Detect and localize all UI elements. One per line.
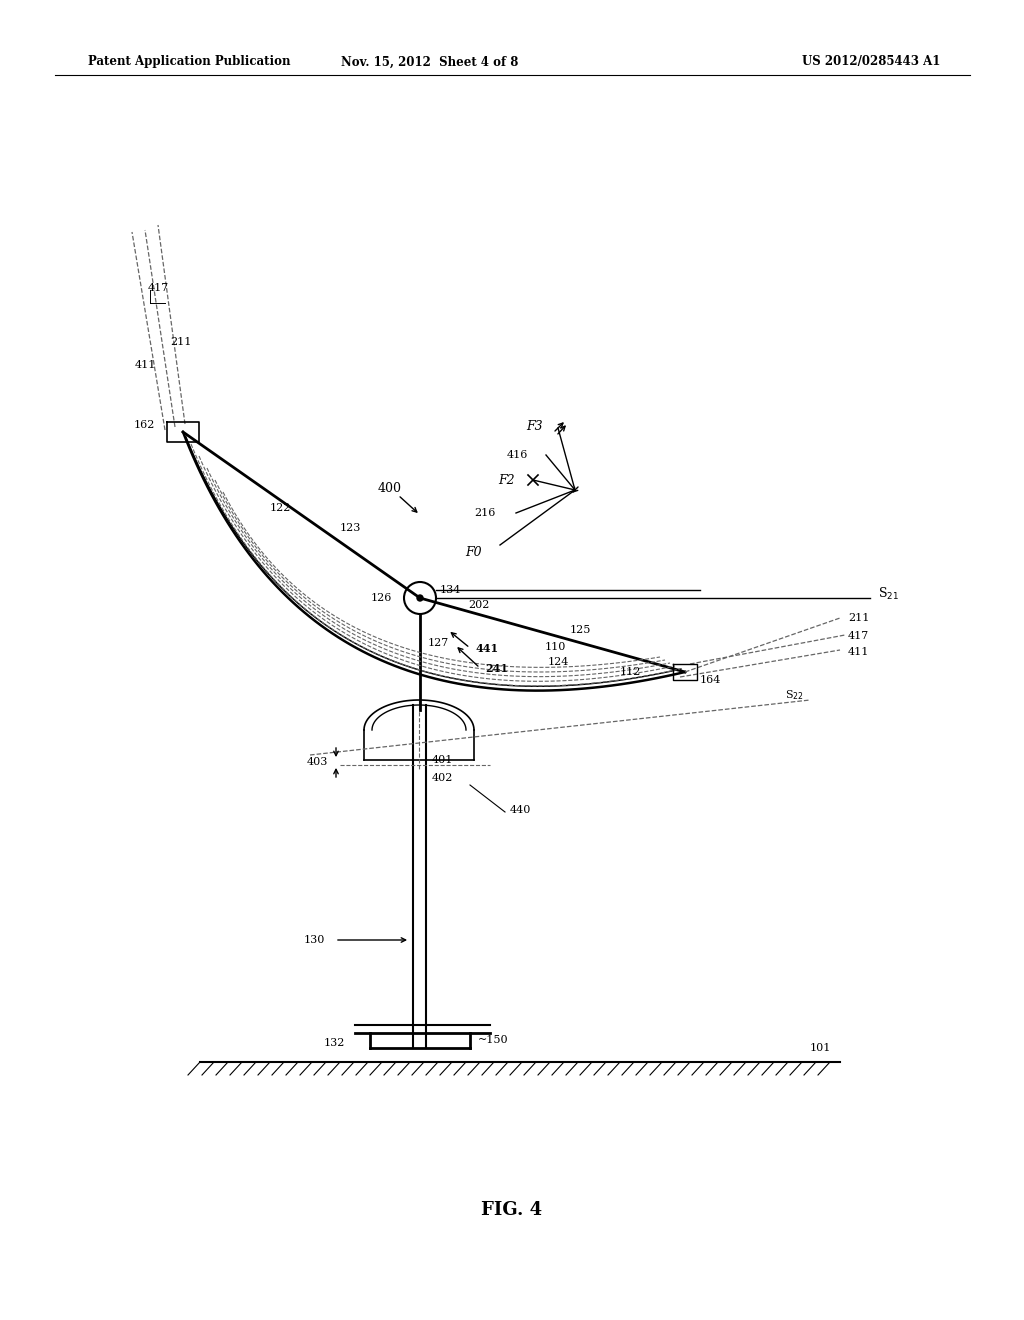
Text: 125: 125 bbox=[570, 624, 592, 635]
Text: 216: 216 bbox=[475, 508, 496, 517]
Text: 164: 164 bbox=[700, 675, 721, 685]
Text: 162: 162 bbox=[133, 420, 155, 430]
Text: S$_{22}$: S$_{22}$ bbox=[785, 688, 804, 702]
Text: 241: 241 bbox=[485, 663, 508, 673]
Text: FIG. 4: FIG. 4 bbox=[481, 1201, 543, 1218]
Text: 122: 122 bbox=[270, 503, 292, 513]
Text: 123: 123 bbox=[340, 523, 361, 533]
Text: 132: 132 bbox=[324, 1038, 345, 1048]
Text: 401: 401 bbox=[432, 755, 454, 766]
Text: 110: 110 bbox=[545, 642, 566, 652]
Text: 101: 101 bbox=[810, 1043, 831, 1053]
Text: 127: 127 bbox=[428, 638, 450, 648]
Circle shape bbox=[417, 595, 423, 601]
Text: 403: 403 bbox=[306, 756, 328, 767]
Text: 112: 112 bbox=[620, 667, 641, 677]
Text: Nov. 15, 2012  Sheet 4 of 8: Nov. 15, 2012 Sheet 4 of 8 bbox=[341, 55, 519, 69]
Text: F0: F0 bbox=[465, 546, 482, 560]
Text: 130: 130 bbox=[304, 935, 325, 945]
Text: 416: 416 bbox=[507, 450, 528, 459]
Text: 411: 411 bbox=[135, 360, 157, 370]
Text: 441: 441 bbox=[475, 643, 498, 653]
Text: 211: 211 bbox=[170, 337, 191, 347]
Text: Patent Application Publication: Patent Application Publication bbox=[88, 55, 291, 69]
Text: 417: 417 bbox=[148, 282, 169, 293]
Text: ~150: ~150 bbox=[478, 1035, 509, 1045]
Text: 134: 134 bbox=[440, 585, 462, 595]
Text: 411: 411 bbox=[848, 647, 869, 657]
Text: 417: 417 bbox=[848, 631, 869, 642]
Text: 400: 400 bbox=[378, 482, 402, 495]
Text: F2: F2 bbox=[499, 474, 515, 487]
Text: 440: 440 bbox=[510, 805, 531, 814]
Text: US 2012/0285443 A1: US 2012/0285443 A1 bbox=[802, 55, 940, 69]
Text: 202: 202 bbox=[468, 601, 489, 610]
Text: F3: F3 bbox=[526, 420, 543, 433]
Text: 211: 211 bbox=[848, 612, 869, 623]
Text: 126: 126 bbox=[371, 593, 392, 603]
Text: S$_{21}$: S$_{21}$ bbox=[878, 586, 899, 602]
Text: 402: 402 bbox=[432, 774, 454, 783]
Text: 124: 124 bbox=[548, 657, 569, 667]
